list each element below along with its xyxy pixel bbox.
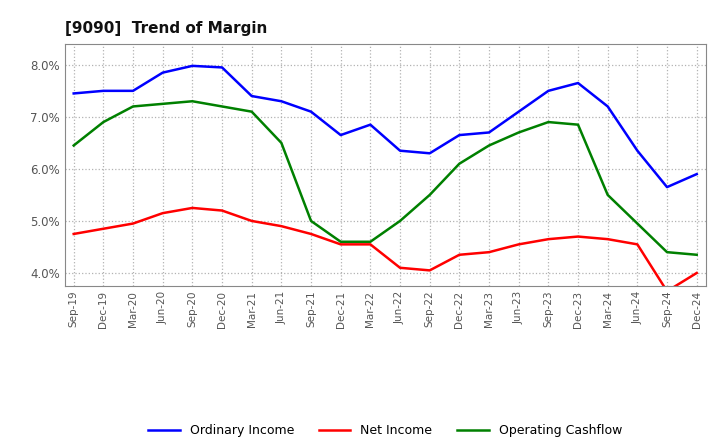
Operating Cashflow (396, 218, 405, 224)
Operating Cashflow (217, 104, 226, 109)
Ordinary Income (693, 172, 701, 177)
Net Income (188, 205, 197, 211)
Ordinary Income (426, 150, 434, 156)
Net Income (485, 249, 493, 255)
Operating Cashflow (603, 192, 612, 198)
Operating Cashflow (455, 161, 464, 166)
Net Income (693, 270, 701, 275)
Ordinary Income (574, 81, 582, 86)
Ordinary Income (455, 132, 464, 138)
Operating Cashflow (336, 239, 345, 244)
Ordinary Income (544, 88, 553, 93)
Operating Cashflow (129, 104, 138, 109)
Net Income (217, 208, 226, 213)
Operating Cashflow (662, 249, 671, 255)
Net Income (662, 289, 671, 294)
Operating Cashflow (248, 109, 256, 114)
Net Income (366, 242, 374, 247)
Net Income (158, 210, 167, 216)
Legend: Ordinary Income, Net Income, Operating Cashflow: Ordinary Income, Net Income, Operating C… (143, 418, 628, 440)
Line: Operating Cashflow: Operating Cashflow (73, 101, 697, 255)
Ordinary Income (366, 122, 374, 127)
Line: Net Income: Net Income (73, 208, 697, 291)
Ordinary Income (158, 70, 167, 75)
Ordinary Income (514, 109, 523, 114)
Net Income (307, 231, 315, 237)
Net Income (396, 265, 405, 271)
Ordinary Income (129, 88, 138, 93)
Net Income (544, 237, 553, 242)
Ordinary Income (217, 65, 226, 70)
Net Income (277, 224, 286, 229)
Net Income (603, 237, 612, 242)
Ordinary Income (307, 109, 315, 114)
Net Income (129, 221, 138, 226)
Net Income (248, 218, 256, 224)
Ordinary Income (336, 132, 345, 138)
Ordinary Income (603, 104, 612, 109)
Operating Cashflow (99, 119, 108, 125)
Operating Cashflow (544, 119, 553, 125)
Operating Cashflow (485, 143, 493, 148)
Ordinary Income (633, 148, 642, 153)
Ordinary Income (248, 93, 256, 99)
Operating Cashflow (426, 192, 434, 198)
Ordinary Income (662, 184, 671, 190)
Ordinary Income (99, 88, 108, 93)
Net Income (69, 231, 78, 237)
Ordinary Income (188, 63, 197, 69)
Operating Cashflow (693, 252, 701, 257)
Operating Cashflow (69, 143, 78, 148)
Operating Cashflow (158, 101, 167, 106)
Net Income (514, 242, 523, 247)
Operating Cashflow (188, 99, 197, 104)
Net Income (426, 268, 434, 273)
Operating Cashflow (633, 221, 642, 226)
Line: Ordinary Income: Ordinary Income (73, 66, 697, 187)
Net Income (574, 234, 582, 239)
Operating Cashflow (366, 239, 374, 244)
Net Income (99, 226, 108, 231)
Operating Cashflow (277, 140, 286, 146)
Operating Cashflow (574, 122, 582, 127)
Net Income (336, 242, 345, 247)
Net Income (633, 242, 642, 247)
Ordinary Income (396, 148, 405, 153)
Ordinary Income (69, 91, 78, 96)
Net Income (455, 252, 464, 257)
Operating Cashflow (514, 130, 523, 135)
Ordinary Income (485, 130, 493, 135)
Text: [9090]  Trend of Margin: [9090] Trend of Margin (65, 21, 267, 36)
Operating Cashflow (307, 218, 315, 224)
Ordinary Income (277, 99, 286, 104)
